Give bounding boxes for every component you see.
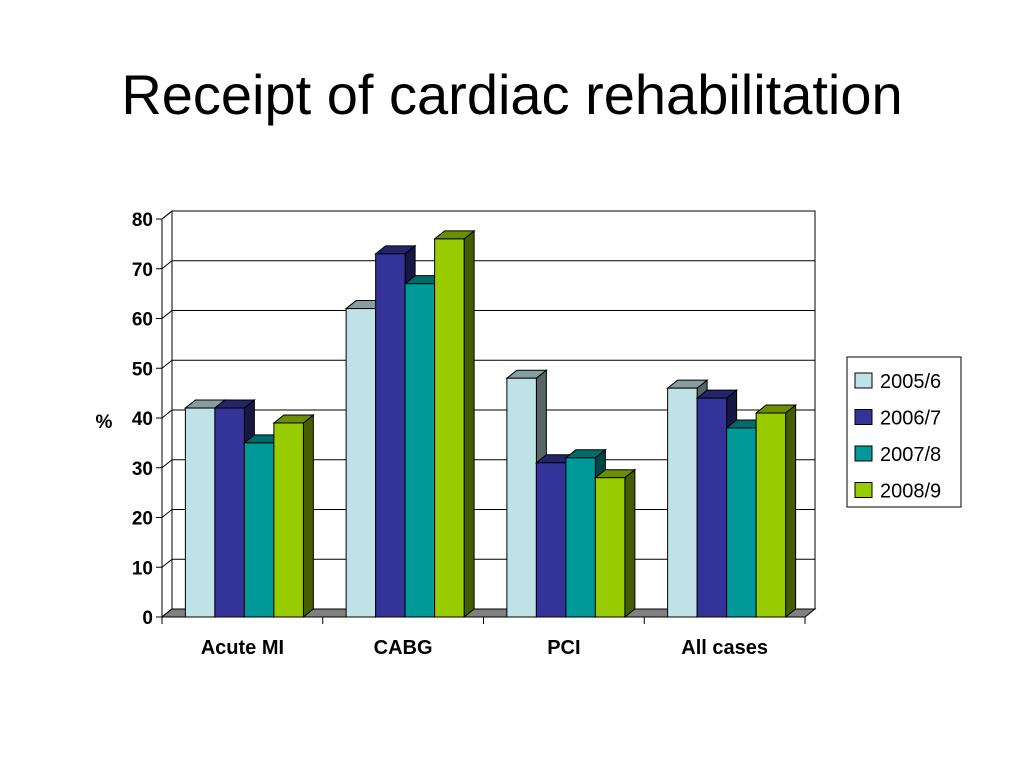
x-category-label: CABG [374, 637, 433, 659]
y-tick-label: 20 [132, 509, 153, 530]
gridline [161, 260, 815, 270]
bar-front [667, 387, 698, 618]
bar-front [214, 407, 245, 618]
y-tick-label: 50 [132, 359, 153, 380]
legend-label: 2005/6 [880, 371, 941, 393]
x-category-label: Acute MI [201, 637, 284, 659]
gridline [161, 210, 815, 220]
bars [183, 229, 798, 619]
bar-front [565, 457, 596, 618]
bar-side [624, 468, 636, 619]
bar-side [463, 229, 475, 619]
bar-front [535, 462, 567, 618]
legend-swatch [854, 372, 873, 389]
legend-swatch [854, 445, 873, 462]
y-tick-label: 80 [132, 210, 153, 231]
bar-front [594, 477, 626, 618]
legend-swatch [854, 409, 873, 425]
bar-front [184, 407, 216, 618]
x-category-label: PCI [547, 637, 580, 659]
bar-side [302, 413, 314, 619]
y-tick-label: 60 [132, 310, 153, 331]
legend-label: 2007/8 [880, 444, 941, 466]
legend: 2005/6 2006/7 2007/8 2008/9 [846, 356, 962, 508]
x-axis: Acute MI CABG PCI All cases [161, 616, 806, 659]
y-tick-label: 30 [132, 459, 153, 480]
bar-front [726, 427, 757, 618]
bar-front [434, 238, 465, 618]
legend-swatch [854, 482, 873, 498]
y-tick-label: 0 [142, 608, 153, 629]
bar-front [375, 253, 406, 618]
bar-front [506, 377, 537, 618]
bar [272, 413, 315, 619]
y-axis-label: % [96, 412, 113, 433]
bar-side [785, 403, 797, 619]
gridline [161, 409, 815, 419]
bar-front [696, 397, 728, 618]
legend-label: 2008/9 [880, 481, 941, 503]
bar [433, 229, 476, 619]
bar-front [345, 308, 377, 618]
gridline [161, 310, 815, 319]
bar-front [755, 412, 787, 618]
y-axis: 0 10 20 30 40 50 60 70 80% [96, 210, 163, 629]
bar-front [273, 422, 304, 618]
bar [754, 403, 798, 619]
x-category-label: All cases [681, 637, 768, 659]
y-tick-label: 10 [132, 558, 153, 579]
slide-title: Receipt of cardiac rehabilitation [121, 63, 903, 126]
gridline [161, 359, 815, 369]
bar [593, 468, 637, 619]
bar-front [243, 442, 275, 618]
y-tick-label: 70 [132, 260, 153, 281]
bar-front [404, 283, 436, 618]
y-tick-label: 40 [132, 409, 153, 430]
legend-label: 2006/7 [880, 408, 941, 430]
